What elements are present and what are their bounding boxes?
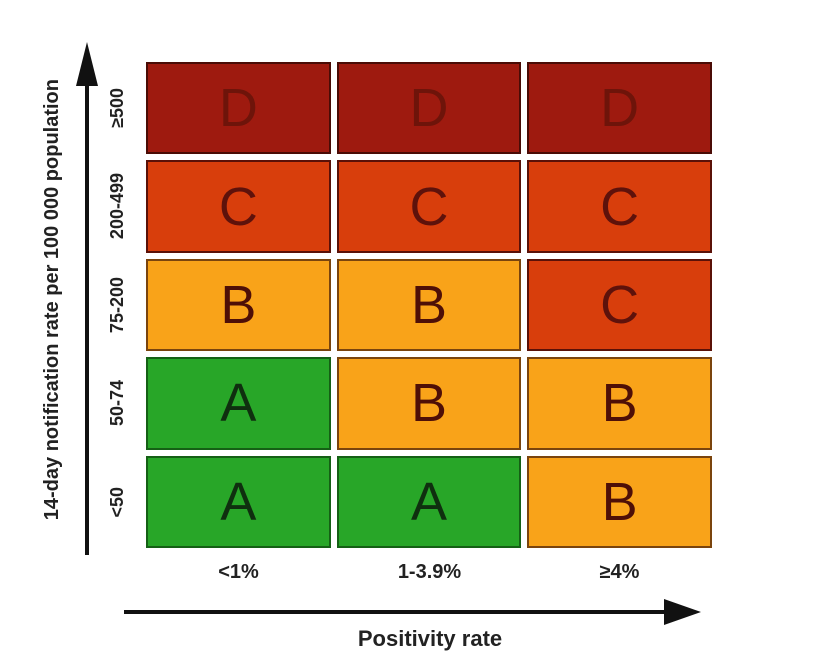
matrix-cell-r0c1: D bbox=[336, 62, 522, 155]
matrix-cell-r2c1: B bbox=[336, 258, 522, 352]
matrix-cell-r1c2: C bbox=[527, 160, 712, 253]
y-tick-75-200: 75-200 bbox=[106, 276, 127, 334]
matrix-cell-r3c0: A bbox=[146, 357, 331, 450]
y-axis-arrowhead-icon bbox=[76, 42, 98, 86]
matrix-cell-r3c1: B bbox=[336, 357, 522, 450]
matrix-cell-r4c2: B bbox=[527, 455, 712, 548]
matrix-cell-r3c2: B bbox=[527, 357, 712, 450]
matrix-cell-r0c0: D bbox=[146, 62, 331, 155]
x-axis-title: Positivity rate bbox=[357, 626, 503, 651]
x-axis-line bbox=[124, 610, 670, 614]
risk-matrix-grid: D D D C C C B B C A B B A A B bbox=[146, 62, 712, 548]
y-tick-200-499: 200-499 bbox=[106, 173, 127, 240]
matrix-cell-r0c2: D bbox=[527, 62, 712, 155]
matrix-cell-r4c0: A bbox=[146, 455, 331, 548]
y-axis-line bbox=[85, 80, 89, 555]
y-axis-title: 14-day notification rate per 100 000 pop… bbox=[40, 79, 63, 521]
y-tick-lt50: <50 bbox=[106, 486, 127, 518]
matrix-cell-r1c0: C bbox=[146, 160, 331, 253]
x-axis-arrowhead-icon bbox=[664, 599, 701, 625]
x-tick-ge4pct: ≥4% bbox=[599, 561, 640, 583]
x-tick-lt1pct: <1% bbox=[218, 561, 259, 583]
y-tick-50-74: 50-74 bbox=[106, 380, 127, 427]
x-tick-1-3-9pct: 1-3.9% bbox=[397, 561, 462, 583]
y-tick-ge500: ≥500 bbox=[106, 88, 127, 128]
matrix-cell-r1c1: C bbox=[336, 160, 522, 253]
matrix-cell-r2c0: B bbox=[146, 258, 331, 352]
y-axis-title-wrap: 14-day notification rate per 100 000 pop… bbox=[30, 18, 74, 582]
matrix-cell-r4c1: A bbox=[336, 455, 522, 548]
matrix-cell-r2c2: C bbox=[527, 258, 712, 352]
